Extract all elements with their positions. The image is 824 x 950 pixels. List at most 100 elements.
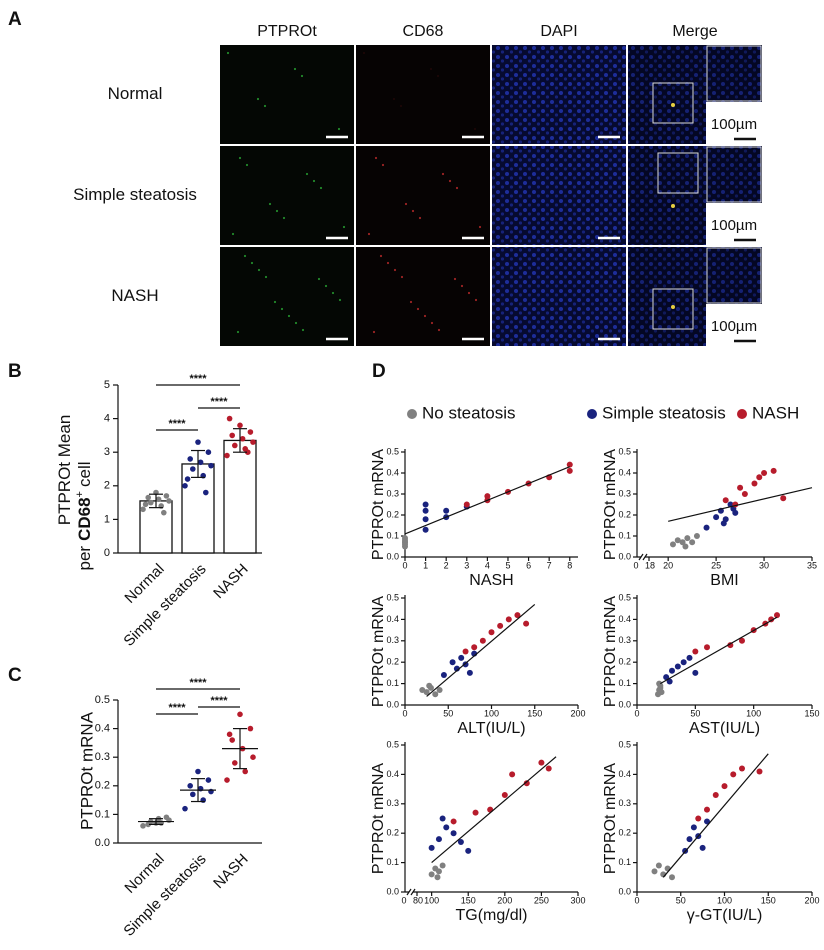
y-tick-label: 0.1	[95, 808, 110, 820]
x-tick-label: 300	[570, 895, 585, 905]
x-tick-label: 200	[570, 708, 585, 718]
speck	[236, 330, 240, 334]
x-tick-label: 7	[547, 560, 552, 570]
point	[523, 620, 530, 627]
zoom-box	[652, 288, 694, 330]
point	[422, 516, 429, 523]
y-tick-label: 0.0	[618, 551, 631, 561]
point	[674, 537, 681, 544]
speck	[430, 321, 434, 325]
dot	[232, 760, 238, 766]
dot	[237, 711, 243, 718]
y-tick-label: 0.3	[618, 488, 631, 498]
dot	[195, 439, 201, 445]
micrograph	[492, 146, 626, 245]
row-label: Normal	[108, 84, 163, 103]
x-tick-label: 200	[804, 895, 819, 905]
dot	[148, 499, 154, 506]
x-tick-label: 35	[807, 560, 817, 570]
point	[428, 844, 435, 851]
point	[756, 474, 763, 481]
point	[704, 644, 710, 651]
speck	[263, 104, 267, 108]
point	[436, 687, 443, 694]
y-tick-label: 0.0	[386, 551, 399, 561]
x-tick-label: 4	[485, 560, 490, 570]
x-tick-label: 0	[634, 708, 639, 718]
x-axis-label: ALT(IU/L)	[457, 720, 525, 737]
x-tick-label: NASH	[210, 561, 251, 602]
speck	[324, 284, 328, 288]
point	[684, 535, 691, 542]
point	[679, 539, 686, 546]
y-tick-label: 4	[104, 413, 110, 425]
speck	[243, 254, 247, 258]
point	[751, 480, 758, 487]
x-axis-label: TG(mg/dl)	[456, 907, 528, 924]
speck	[337, 127, 341, 131]
x-axis-label: NASH	[469, 572, 513, 589]
micrograph	[220, 146, 354, 245]
point	[680, 659, 687, 666]
dot	[140, 823, 146, 829]
y-tick-label: 0.0	[618, 699, 631, 709]
point	[741, 491, 748, 497]
y-tick-label: 2	[104, 480, 110, 492]
dot	[163, 814, 170, 821]
fit-line	[660, 616, 778, 685]
y-axis-label: PTPROt mRNA	[602, 596, 619, 707]
y-tick-label: 0.3	[618, 635, 631, 645]
y-axis-label: PTPROt mRNA	[370, 596, 387, 707]
y-tick-label: 0.2	[618, 509, 631, 519]
x-tick-label: 50	[676, 895, 686, 905]
x-tick-label: 8	[567, 560, 572, 570]
dot	[245, 449, 251, 456]
micrograph	[492, 45, 626, 144]
point	[435, 836, 442, 843]
speck	[331, 291, 335, 295]
micrograph	[220, 45, 354, 144]
y-tick-label: 0.3	[618, 798, 631, 808]
point	[439, 862, 446, 869]
point	[422, 501, 429, 508]
axis-break	[406, 888, 412, 896]
point	[692, 669, 699, 676]
speck	[372, 330, 376, 334]
speck	[400, 275, 404, 279]
y-axis-label: PTPROt mRNA	[370, 449, 387, 560]
y-tick-label: 0.1	[618, 857, 631, 867]
significance-label: ****	[189, 373, 207, 385]
legend-label: Simple steatosis	[602, 403, 726, 422]
point	[655, 862, 662, 869]
scale-label-bg	[706, 102, 762, 144]
dot	[195, 768, 201, 775]
speck	[293, 67, 297, 71]
x-tick-label: 5	[505, 560, 510, 570]
scale-label: 100µm	[711, 116, 757, 133]
x-tick-label: 50	[690, 708, 700, 718]
point	[462, 661, 469, 668]
axis-break	[638, 553, 644, 561]
scale-label: 100µm	[711, 318, 757, 335]
zoom-box	[652, 82, 694, 124]
scale-label-bg	[706, 304, 762, 346]
micrograph	[356, 247, 490, 346]
speck	[238, 156, 242, 160]
speck	[257, 268, 261, 272]
fit-line	[426, 603, 536, 697]
x-tick-label: 100	[484, 708, 499, 718]
dot	[145, 821, 151, 828]
x-tick-label: 30	[759, 560, 769, 570]
significance-label: ****	[210, 396, 228, 408]
y-tick-label: 0.5	[618, 592, 631, 602]
point	[538, 759, 545, 766]
speck	[392, 97, 396, 101]
column-header: Merge	[672, 23, 717, 40]
speck	[409, 300, 413, 304]
speck	[474, 298, 478, 302]
y-tick-label: 0.2	[95, 780, 110, 792]
point	[443, 824, 450, 831]
y-axis-label-part: CD68	[75, 497, 94, 540]
y-axis-label-part: +	[74, 491, 86, 497]
